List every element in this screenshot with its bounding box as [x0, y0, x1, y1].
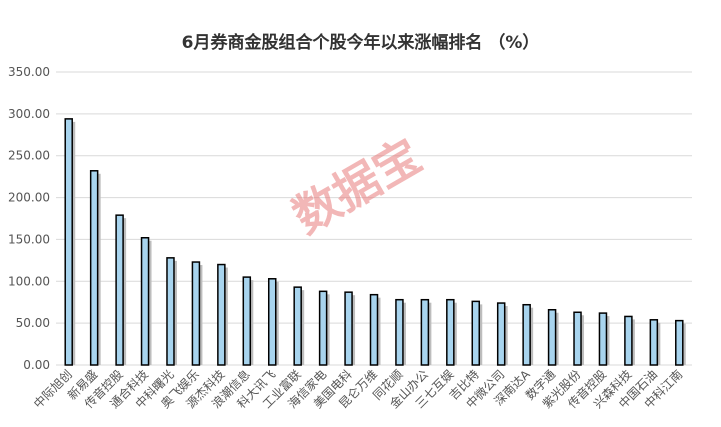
bar	[547, 308, 557, 366]
bar	[166, 257, 175, 366]
watermark-text: 数据宝	[284, 128, 431, 244]
bar	[598, 312, 608, 366]
bar	[649, 319, 659, 366]
bar	[496, 302, 506, 366]
bar	[64, 118, 73, 366]
bar	[242, 276, 252, 366]
y-tick-label: 350.00	[8, 65, 50, 79]
y-tick-label: 150.00	[8, 232, 50, 246]
bar	[675, 319, 684, 366]
y-axis-ticks: 0.00 50.00 100.00 150.00 200.00 250.00 300.00 3…	[8, 65, 50, 372]
bars	[64, 118, 686, 366]
bar	[293, 286, 302, 366]
bar	[446, 298, 455, 366]
y-tick-label: 300.00	[8, 107, 50, 121]
y-tick-label: 200.00	[8, 191, 50, 205]
x-axis-labels: 中际旭创新易盛传音控股通合科技中科曙光奥飞娱乐源杰科技浪潮信息科大讯飞工业富联海…	[30, 366, 685, 411]
bar	[471, 300, 481, 366]
bar	[344, 291, 353, 366]
y-tick-label: 250.00	[8, 149, 50, 163]
bar	[140, 237, 150, 366]
bar	[369, 293, 379, 366]
chart-title: 6月券商金股组合个股今年以来涨幅排名 （%）	[181, 33, 540, 53]
bar	[191, 261, 201, 366]
bar	[115, 214, 124, 366]
y-tick-label: 0.00	[23, 358, 50, 372]
bar	[217, 263, 226, 366]
bar	[624, 315, 633, 366]
bar	[267, 278, 277, 366]
bar	[89, 170, 99, 366]
bar	[395, 298, 404, 366]
bar	[318, 290, 328, 366]
bar	[522, 303, 531, 366]
y-tick-label: 100.00	[8, 274, 50, 288]
bar	[420, 298, 430, 366]
bar	[573, 311, 582, 366]
y-tick-label: 50.00	[16, 316, 50, 330]
